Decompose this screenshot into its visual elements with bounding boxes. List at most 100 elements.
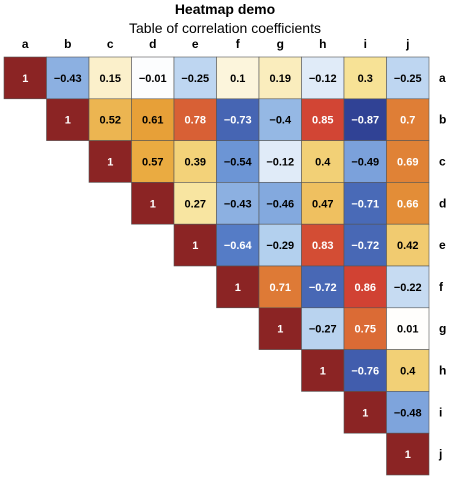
cell-value-a-j: −0.25 xyxy=(394,73,422,85)
cell-value-d-d: 1 xyxy=(150,198,156,210)
cell-value-a-e: −0.25 xyxy=(181,73,209,85)
heatmap-cell-a-j xyxy=(386,56,430,100)
column-label-j: j xyxy=(405,37,409,51)
cell-value-c-h: 0.4 xyxy=(315,157,331,169)
heatmap-cell-f-h xyxy=(301,265,345,309)
cell-value-a-h: −0.12 xyxy=(309,73,337,85)
cell-value-d-g: −0.46 xyxy=(266,198,294,210)
cell-value-b-i: −0.87 xyxy=(351,115,379,127)
column-label-d: d xyxy=(149,37,156,51)
cell-value-f-g: 0.71 xyxy=(270,282,291,294)
chart-subtitle: Table of correlation coefficients xyxy=(129,20,321,36)
heatmap-cell-c-c xyxy=(88,140,132,183)
cell-value-e-j: 0.42 xyxy=(397,240,418,252)
cell-value-g-i: 0.75 xyxy=(355,324,376,336)
heatmap-cell-h-h xyxy=(301,349,345,392)
heatmap-cell-f-g xyxy=(258,265,302,309)
row-label-f: f xyxy=(439,280,444,294)
heatmap-cell-g-h xyxy=(301,307,345,350)
heatmap-cell-j-j xyxy=(386,432,430,476)
row-label-c: c xyxy=(439,155,446,169)
cell-value-a-f: 0.1 xyxy=(230,73,245,85)
column-label-f: f xyxy=(236,37,241,51)
cell-value-d-h: 0.47 xyxy=(312,198,333,210)
heatmap-cell-d-g xyxy=(258,182,302,225)
cell-value-f-j: −0.22 xyxy=(394,282,422,294)
cell-value-b-j: 0.7 xyxy=(400,115,415,127)
cell-value-c-c: 1 xyxy=(107,157,113,169)
cell-value-b-e: 0.78 xyxy=(185,115,206,127)
cell-value-c-e: 0.39 xyxy=(185,157,206,169)
cell-value-d-i: −0.71 xyxy=(351,198,379,210)
heatmap-cell-g-i xyxy=(343,307,387,350)
cell-value-b-b: 1 xyxy=(65,115,71,127)
cell-value-c-i: −0.49 xyxy=(351,157,379,169)
cell-value-h-j: 0.4 xyxy=(400,366,416,378)
heatmap-cell-c-e xyxy=(173,140,217,183)
cell-value-i-i: 1 xyxy=(362,407,368,419)
cell-value-b-h: 0.85 xyxy=(312,115,333,127)
row-label-h: h xyxy=(439,364,446,378)
cell-value-b-d: 0.61 xyxy=(142,115,163,127)
column-label-e: e xyxy=(192,37,199,51)
cell-value-d-j: 0.66 xyxy=(397,198,418,210)
chart-title: Heatmap demo xyxy=(174,1,276,17)
heatmap-cell-e-e xyxy=(173,223,217,267)
cell-value-g-j: 0.01 xyxy=(397,324,418,336)
heatmap-cell-a-i xyxy=(343,56,387,100)
row-label-d: d xyxy=(439,196,446,210)
column-label-c: c xyxy=(107,37,114,51)
heatmap-cell-d-d xyxy=(131,182,175,225)
heatmap-cell-a-f xyxy=(216,56,260,100)
cell-value-d-f: −0.43 xyxy=(224,198,252,210)
heatmap-cell-d-h xyxy=(301,182,345,225)
column-label-b: b xyxy=(64,37,71,51)
heatmap-cell-b-d xyxy=(131,98,175,141)
cell-value-f-f: 1 xyxy=(235,282,241,294)
heatmap-cell-b-c xyxy=(88,98,132,141)
cell-value-c-j: 0.69 xyxy=(397,157,418,169)
heatmap-cell-a-a xyxy=(3,56,47,100)
heatmap-cell-f-j xyxy=(386,265,430,309)
cell-value-e-g: −0.29 xyxy=(266,240,294,252)
heatmap-cell-a-e xyxy=(173,56,217,100)
cell-value-j-j: 1 xyxy=(405,449,411,461)
heatmap-cell-f-i xyxy=(343,265,387,309)
heatmap-cell-d-e xyxy=(173,182,217,225)
heatmap-cell-c-j xyxy=(386,140,430,183)
cell-value-a-a: 1 xyxy=(22,73,28,85)
heatmap-cell-a-c xyxy=(88,56,132,100)
cell-value-g-g: 1 xyxy=(277,324,283,336)
heatmap-cell-c-g xyxy=(258,140,302,183)
heatmap-cell-b-e xyxy=(173,98,217,141)
column-label-i: i xyxy=(364,37,367,51)
heatmap-cell-e-g xyxy=(258,223,302,267)
cell-value-c-f: −0.54 xyxy=(224,157,253,169)
heatmap-cell-b-i xyxy=(343,98,387,141)
cell-value-a-g: 0.19 xyxy=(270,73,291,85)
heatmap-cell-e-h xyxy=(301,223,345,267)
column-label-a: a xyxy=(22,37,29,51)
cell-value-a-i: 0.3 xyxy=(358,73,373,85)
column-label-g: g xyxy=(277,37,284,51)
heatmap-cell-i-i xyxy=(343,391,387,434)
cell-value-e-e: 1 xyxy=(192,240,198,252)
cell-value-a-c: 0.15 xyxy=(100,73,121,85)
heatmap-cell-i-j xyxy=(386,391,430,434)
cell-value-e-f: −0.64 xyxy=(224,240,253,252)
heatmap-cell-e-i xyxy=(343,223,387,267)
heatmap-cell-g-g xyxy=(258,307,302,350)
heatmap-cell-b-j xyxy=(386,98,430,141)
cell-value-d-e: 0.27 xyxy=(185,198,206,210)
cell-value-i-j: −0.48 xyxy=(394,407,422,419)
heatmap-cell-a-d xyxy=(131,56,175,100)
heatmap-cell-c-i xyxy=(343,140,387,183)
column-label-h: h xyxy=(319,37,326,51)
row-label-j: j xyxy=(438,447,442,461)
cell-value-a-d: −0.01 xyxy=(139,73,167,85)
cell-value-e-h: 0.83 xyxy=(312,240,333,252)
cell-value-a-b: −0.43 xyxy=(54,73,82,85)
cell-value-b-f: −0.73 xyxy=(224,115,252,127)
cell-value-f-h: −0.72 xyxy=(309,282,337,294)
